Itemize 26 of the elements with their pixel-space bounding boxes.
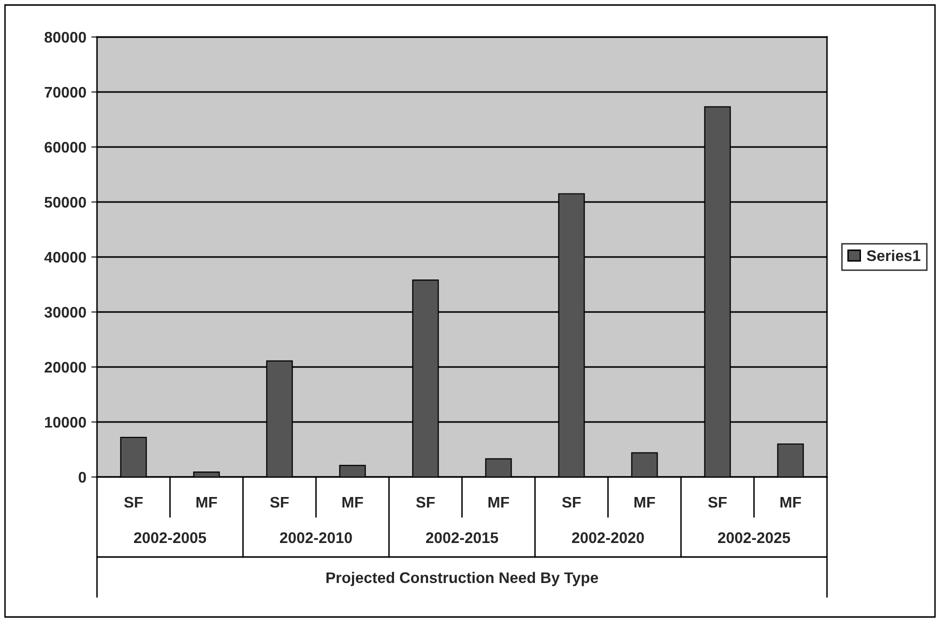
- text: 2002-2005: [134, 532, 206, 544]
- y-tick-label: 70000: [44, 86, 86, 98]
- x-tick-label: SF: [562, 496, 581, 508]
- y-tick-label: 40000: [44, 252, 86, 263]
- x-tick-label: SF: [708, 496, 727, 508]
- x-tick-label: MF: [634, 497, 655, 508]
- x-tick-label: MF: [780, 497, 801, 508]
- y-tick-label: 60000: [44, 142, 86, 153]
- x-tick-label: SF: [124, 496, 143, 508]
- legend-label: Series1: [866, 250, 920, 262]
- y-tick-label: 10000: [45, 416, 86, 428]
- y-tick-label: 30000: [44, 306, 86, 318]
- x-tick-label: SF: [416, 496, 435, 508]
- x-tick-label: SF: [270, 496, 289, 508]
- x-axis-title: Projected Construction Need By Type: [326, 572, 598, 586]
- text: 2002-2025: [718, 532, 790, 544]
- text: 2002-2015: [426, 532, 498, 544]
- y-tick-label: 80000: [44, 32, 86, 43]
- x-tick-label: MF: [342, 497, 363, 508]
- x-tick-label: MF: [196, 497, 217, 508]
- y-tick-label: 50000: [44, 196, 86, 208]
- text: 2002-2010: [280, 532, 352, 544]
- y-tick-label: 20000: [44, 362, 86, 373]
- text: 2002-2020: [572, 532, 644, 544]
- x-tick-label: MF: [488, 497, 509, 508]
- y-tick-label: 0: [78, 472, 86, 483]
